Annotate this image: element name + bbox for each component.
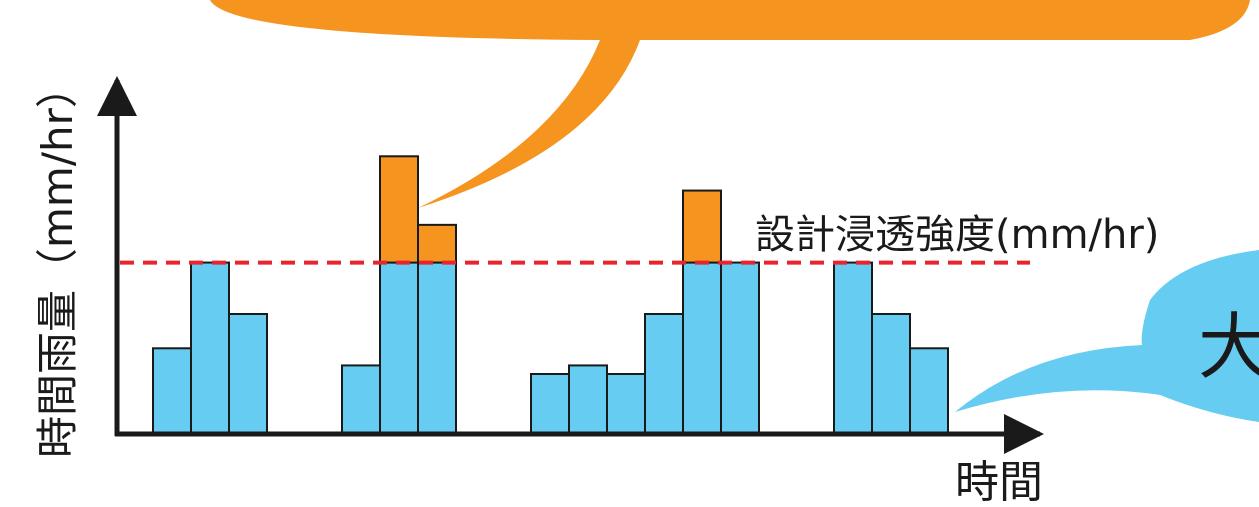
bar-2-3 bbox=[417, 261, 457, 436]
x-axis-label: 時間 bbox=[955, 457, 1043, 507]
bar-4-1 bbox=[833, 261, 873, 436]
bar-excess-2-3 bbox=[417, 223, 457, 264]
y-axis-label: 時間雨量（mm/hr） bbox=[33, 66, 82, 458]
bar-3-4 bbox=[644, 313, 684, 435]
callout-text: 大 bbox=[1198, 305, 1259, 389]
bar-4-3 bbox=[909, 347, 949, 435]
bar-1-2 bbox=[190, 261, 230, 436]
bar-2-1 bbox=[341, 364, 381, 435]
bar-1-1 bbox=[152, 347, 192, 435]
orange-callout-bubble bbox=[210, 0, 1250, 208]
bars-layer bbox=[152, 155, 949, 436]
bar-3-5 bbox=[682, 261, 722, 436]
bar-3-3 bbox=[606, 373, 646, 435]
bar-1-3 bbox=[228, 313, 268, 435]
blue-callout-bubble bbox=[955, 250, 1259, 422]
bar-3-2 bbox=[568, 364, 608, 435]
bar-3-6 bbox=[720, 261, 760, 436]
bar-excess-2-2 bbox=[379, 155, 419, 264]
bar-2-2 bbox=[379, 261, 419, 436]
bar-excess-3-5 bbox=[682, 189, 722, 264]
threshold-label: 設計浸透強度(mm/hr) bbox=[755, 212, 1159, 258]
bar-4-2 bbox=[871, 313, 911, 435]
bar-3-1 bbox=[530, 373, 570, 435]
